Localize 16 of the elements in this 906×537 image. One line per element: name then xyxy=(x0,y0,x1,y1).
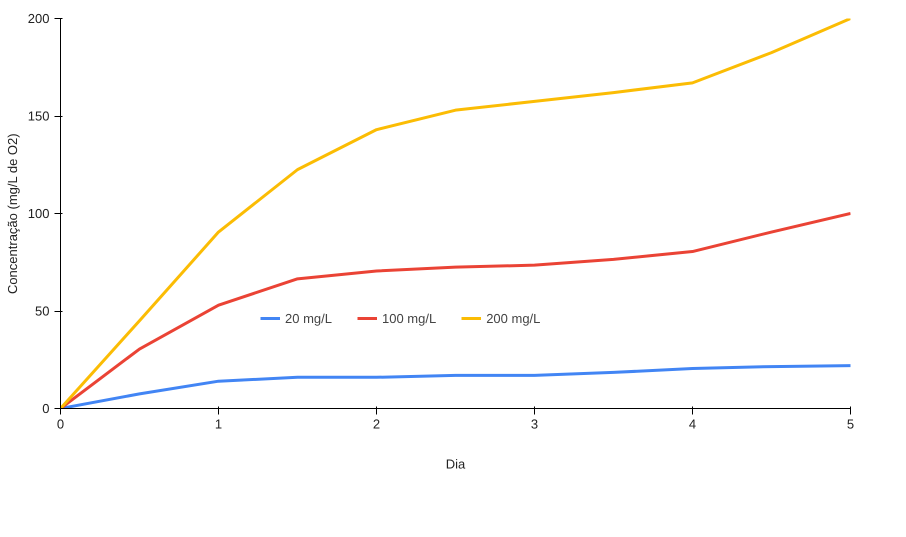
y-tick-label: 0 xyxy=(42,401,50,416)
y-axis-title: Concentração (mg/L de O2) xyxy=(4,133,20,294)
y-tick-label: 200 xyxy=(28,11,50,26)
x-tick-label: 4 xyxy=(688,416,696,432)
x-tick-label: 3 xyxy=(530,416,538,432)
x-axis-title: Dia xyxy=(446,456,466,472)
legend-label: 200 mg/L xyxy=(486,310,540,326)
y-tick-label: 100 xyxy=(28,206,50,221)
x-tick-label: 5 xyxy=(846,416,854,432)
y-tick-label: 50 xyxy=(35,304,50,318)
legend-label: 20 mg/L xyxy=(285,310,332,326)
x-tick-label: 2 xyxy=(372,416,380,432)
y-tick-label: 150 xyxy=(28,108,50,124)
legend-label: 100 mg/L xyxy=(382,310,436,326)
x-tick-label: 0 xyxy=(56,416,64,432)
x-tick-label: 1 xyxy=(214,416,222,432)
